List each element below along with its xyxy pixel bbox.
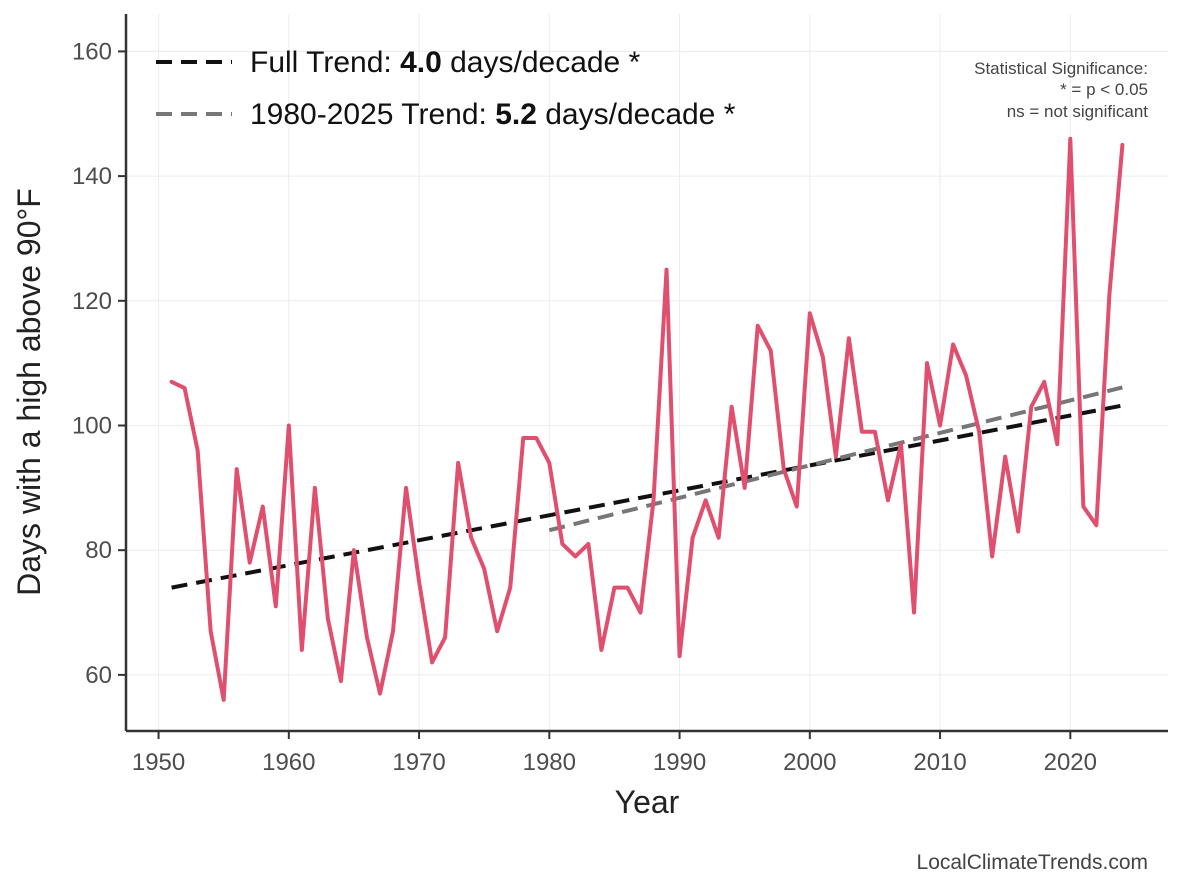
x-tick-label-1970: 1970 (392, 749, 445, 776)
x-tick-label-2000: 2000 (783, 749, 836, 776)
x-tick-label-1980: 1980 (523, 749, 576, 776)
x-tick-label-2020: 2020 (1044, 749, 1097, 776)
x-axis-title: Year (615, 784, 680, 820)
legend-label-recent-trend: 1980-2025 Trend: 5.2 days/decade * (250, 98, 736, 131)
trend-lines (171, 385, 1123, 590)
significance-line-p: * = p < 0.05 (1060, 80, 1148, 99)
x-axis-ticks: 1950 1960 1970 1980 1990 2000 2010 2020 (132, 731, 1097, 776)
y-tick-label-140: 140 (72, 163, 112, 190)
y-tick-label-100: 100 (72, 412, 112, 439)
significance-line-ns: ns = not significant (1007, 102, 1149, 121)
trend-line-0 (171, 403, 1123, 590)
significance-note: Statistical Significance: * = p < 0.05 n… (974, 59, 1148, 121)
y-tick-label-80: 80 (85, 537, 112, 564)
legend-label-full-trend: Full Trend: 4.0 days/decade * (250, 46, 641, 79)
series-group (169, 136, 1125, 702)
y-axis-ticks: 60 80 100 120 140 160 (72, 38, 126, 689)
x-tick-label-1950: 1950 (132, 749, 185, 776)
y-tick-label-160: 160 (72, 38, 112, 65)
y-tick-label-120: 120 (72, 288, 112, 315)
x-tick-label-1960: 1960 (262, 749, 315, 776)
y-axis-title: Days with a high above 90°F (11, 188, 47, 596)
credit-text: LocalClimateTrends.com (917, 851, 1148, 874)
x-tick-label-1990: 1990 (653, 749, 706, 776)
x-tick-label-2010: 2010 (913, 749, 966, 776)
significance-title: Statistical Significance: (974, 59, 1148, 78)
y-tick-label-60: 60 (85, 662, 112, 689)
series-line-0 (169, 136, 1125, 702)
axes (124, 14, 1168, 733)
legend: Full Trend: 4.0 days/decade * 1980-2025 … (156, 46, 736, 131)
